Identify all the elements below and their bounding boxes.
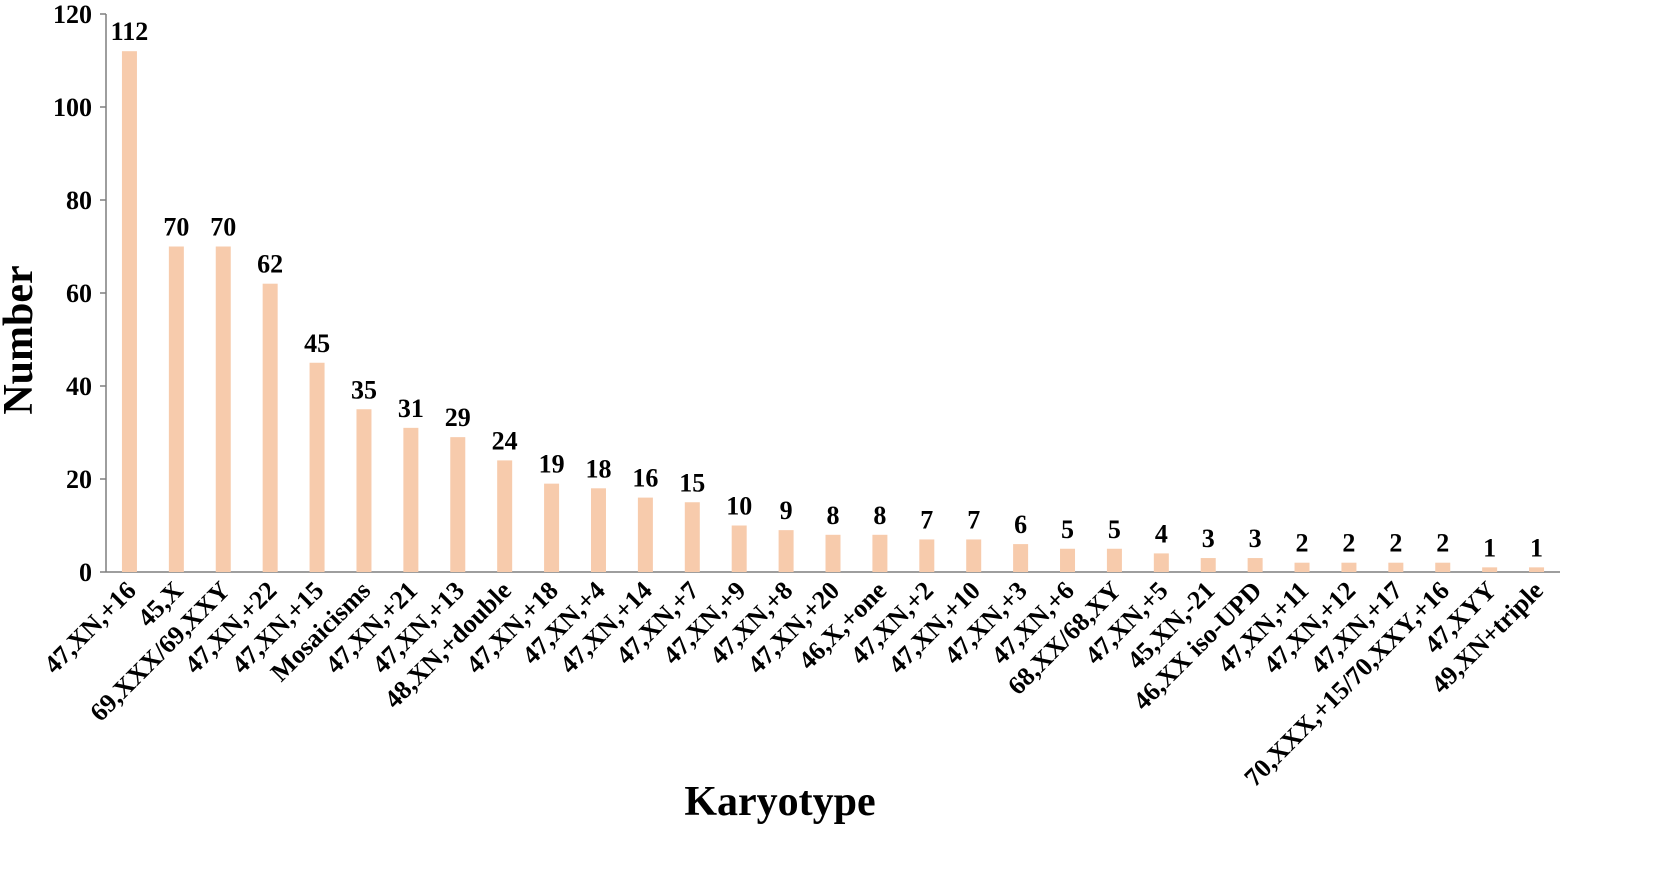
data-label: 4 (1155, 519, 1168, 548)
bar (590, 488, 606, 572)
bar (1247, 558, 1263, 572)
bar (356, 409, 372, 572)
bar (825, 534, 841, 572)
data-label: 7 (967, 505, 980, 534)
bar (262, 283, 278, 572)
bar (919, 539, 935, 572)
bar (403, 427, 419, 572)
data-label: 5 (1108, 515, 1121, 544)
bar (1106, 548, 1122, 572)
bar (215, 246, 231, 572)
x-axis-ticks: 47,XN,+1645,X69,XXX/69,XXY47,XN,+2247,XN… (38, 576, 1549, 793)
data-label: 5 (1061, 515, 1074, 544)
bar (1341, 562, 1357, 572)
data-label: 18 (585, 454, 611, 483)
data-label: 16 (632, 464, 658, 493)
y-tick-label: 40 (66, 372, 92, 401)
bar (1013, 544, 1029, 572)
bar (309, 362, 325, 572)
data-label: 8 (827, 501, 840, 530)
y-tick-label: 80 (66, 186, 92, 215)
data-label: 1 (1483, 533, 1496, 562)
data-label: 3 (1249, 524, 1262, 553)
bars (121, 51, 1545, 572)
data-label: 31 (398, 394, 424, 423)
data-label: 15 (679, 468, 705, 497)
data-label: 70 (163, 213, 189, 242)
data-label: 7 (920, 505, 933, 534)
bar (778, 530, 794, 572)
data-label: 2 (1296, 529, 1309, 558)
bar (1153, 553, 1169, 572)
bar (966, 539, 982, 572)
bar (544, 483, 560, 572)
y-axis-label: Number (0, 265, 42, 414)
data-label: 19 (539, 450, 565, 479)
data-label: 29 (445, 403, 471, 432)
data-label: 3 (1202, 524, 1215, 553)
y-tick-label: 20 (66, 465, 92, 494)
data-label: 9 (780, 496, 793, 525)
y-tick-label: 60 (66, 279, 92, 308)
bar (637, 497, 653, 572)
bar (1200, 558, 1216, 572)
bar (684, 502, 700, 572)
bar (1060, 548, 1076, 572)
data-label: 24 (492, 426, 518, 455)
bar (1482, 567, 1498, 572)
y-tick-label: 120 (53, 0, 92, 29)
data-label: 1 (1530, 533, 1543, 562)
data-label: 8 (873, 501, 886, 530)
bar (1529, 567, 1545, 572)
y-tick-label: 100 (53, 93, 92, 122)
data-label: 62 (257, 250, 283, 279)
bar (872, 534, 888, 572)
data-label: 35 (351, 375, 377, 404)
data-label: 112 (111, 17, 149, 46)
data-label: 45 (304, 329, 330, 358)
data-label: 2 (1436, 529, 1449, 558)
data-label: 10 (726, 492, 752, 521)
data-label: 70 (210, 213, 236, 242)
bar (1388, 562, 1404, 572)
y-tick-label: 0 (79, 558, 92, 587)
bar (1294, 562, 1310, 572)
data-label: 2 (1389, 529, 1402, 558)
bar (497, 460, 513, 572)
bar (1435, 562, 1451, 572)
bar (731, 525, 747, 572)
data-label: 6 (1014, 510, 1027, 539)
bar (168, 246, 184, 572)
y-axis-ticks: 0 20 40 60 80 100 120 (53, 0, 106, 587)
bar (450, 437, 466, 572)
x-axis-label: Karyotype (684, 779, 875, 825)
bar (121, 51, 137, 572)
data-label: 2 (1342, 529, 1355, 558)
